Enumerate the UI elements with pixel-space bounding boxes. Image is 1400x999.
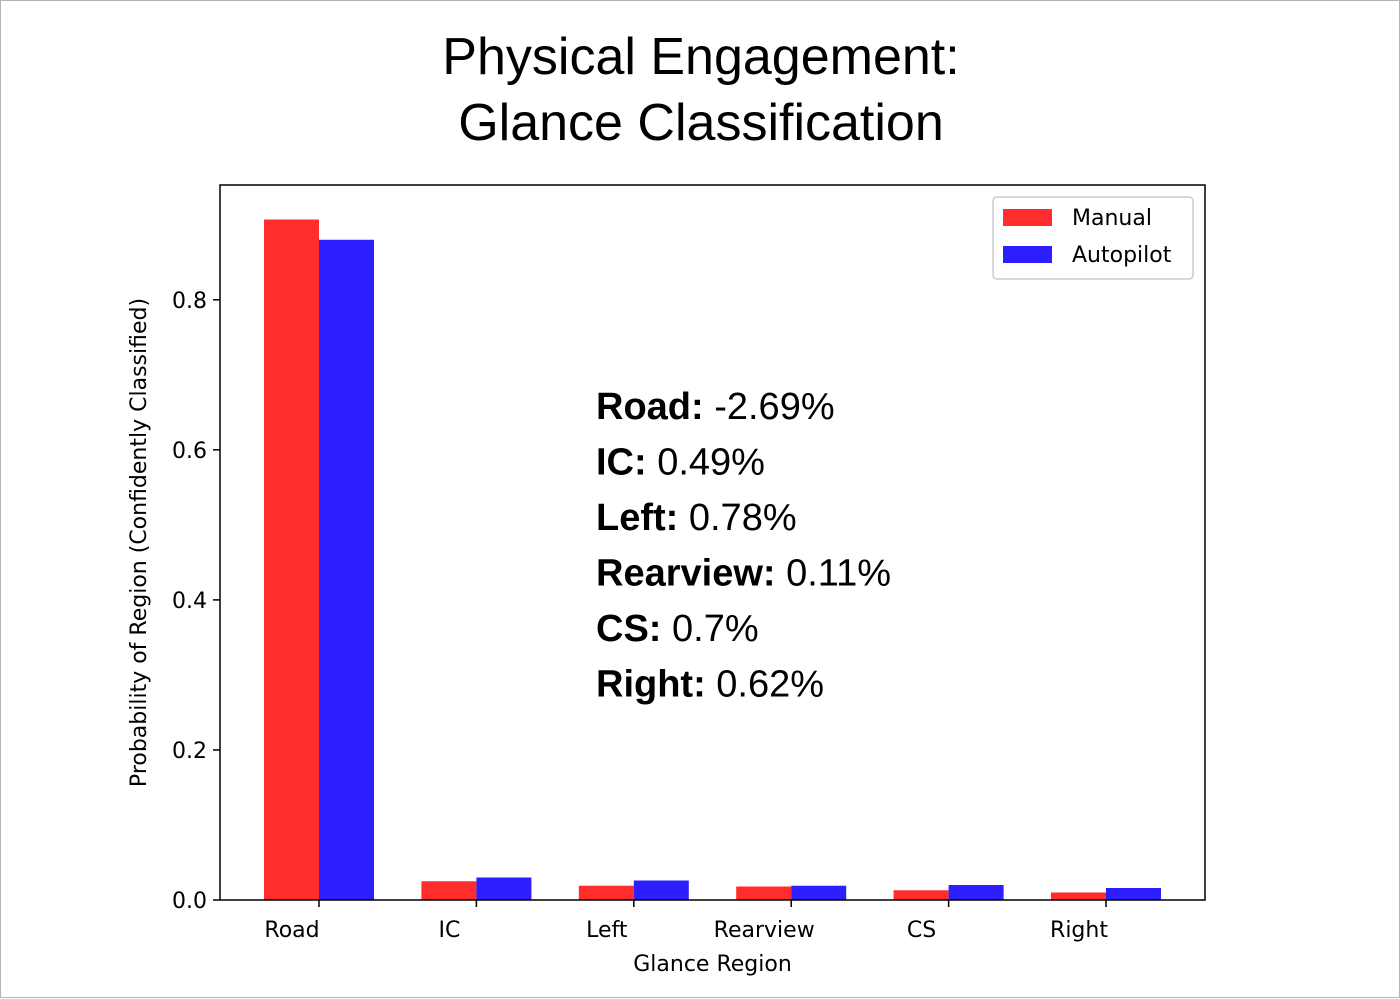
annotation-value: 0.49% [647, 442, 765, 484]
annotation-line: CS: 0.7% [596, 608, 759, 650]
bar-autopilot-right [1106, 887, 1161, 900]
bar-manual-ic [421, 881, 477, 900]
annotation-value: 0.7% [661, 608, 758, 650]
y-tick-label: 0.8 [172, 289, 207, 314]
annotation-line: Rearview: 0.11% [596, 553, 891, 595]
bar-manual-road [264, 219, 319, 900]
bars-group [264, 219, 1161, 900]
legend-swatch-autopilot [1003, 246, 1052, 263]
x-tick-label: CS [907, 918, 936, 943]
x-tick-label: Left [586, 918, 628, 943]
annotation-key: Rearview: [596, 553, 776, 595]
bar-manual-rearview [736, 886, 792, 900]
x-tick-label: Right [1050, 918, 1108, 943]
plot-area-frame [219, 184, 1206, 901]
chart-title-line-2: Glance Classification [458, 94, 944, 152]
annotation-value: -2.69% [704, 386, 835, 428]
bar-manual-left [578, 885, 634, 900]
bar-autopilot-left [633, 880, 689, 900]
y-tick-label: 0.6 [172, 439, 207, 464]
bar-autopilot-cs [948, 884, 1004, 900]
legend-label-manual: Manual [1072, 206, 1152, 231]
chart-title-line-1: Physical Engagement: [442, 28, 960, 86]
legend-label-autopilot: Autopilot [1072, 243, 1172, 268]
x-tick-label: Rearview [714, 918, 815, 943]
x-tick-label: Road [264, 918, 319, 943]
annotation-line: Right: 0.62% [596, 664, 824, 706]
legend: Manual Autopilot [992, 196, 1194, 280]
annotation-value: 0.62% [706, 664, 824, 706]
y-tick-label: 0.4 [172, 589, 207, 614]
y-tick-label: 0.0 [172, 889, 207, 914]
bar-manual-right [1051, 892, 1106, 900]
annotation-key: CS: [596, 608, 661, 650]
annotation-line: Road: -2.69% [596, 386, 835, 428]
bar-manual-cs [893, 890, 949, 900]
y-tick-label: 0.2 [172, 739, 207, 764]
annotation-block: Road: -2.69% IC: 0.49% Left: 0.78% Rearview… [596, 386, 891, 706]
y-axis-label: Probability of Region (Confidently Class… [127, 298, 152, 787]
annotation-key: IC: [596, 442, 647, 484]
annotation-key: Left: [596, 497, 678, 539]
x-axis-label: Glance Region [633, 952, 792, 977]
bar-autopilot-ic [476, 877, 532, 900]
annotation-key: Right: [596, 664, 706, 706]
annotation-value: 0.11% [776, 553, 891, 595]
bar-autopilot-road [319, 239, 374, 900]
annotation-key: Road: [596, 386, 704, 428]
x-tick-label: IC [438, 918, 460, 943]
annotation-line: IC: 0.49% [596, 442, 765, 484]
x-axis-ticks: Road IC Left Rearview CS Right [264, 900, 1108, 943]
annotation-value: 0.78% [678, 497, 796, 539]
bar-autopilot-rearview [791, 885, 847, 900]
legend-swatch-manual [1003, 209, 1052, 226]
annotation-line: Left: 0.78% [596, 497, 797, 539]
y-axis-ticks: 0.0 0.2 0.4 0.6 0.8 [172, 289, 220, 914]
